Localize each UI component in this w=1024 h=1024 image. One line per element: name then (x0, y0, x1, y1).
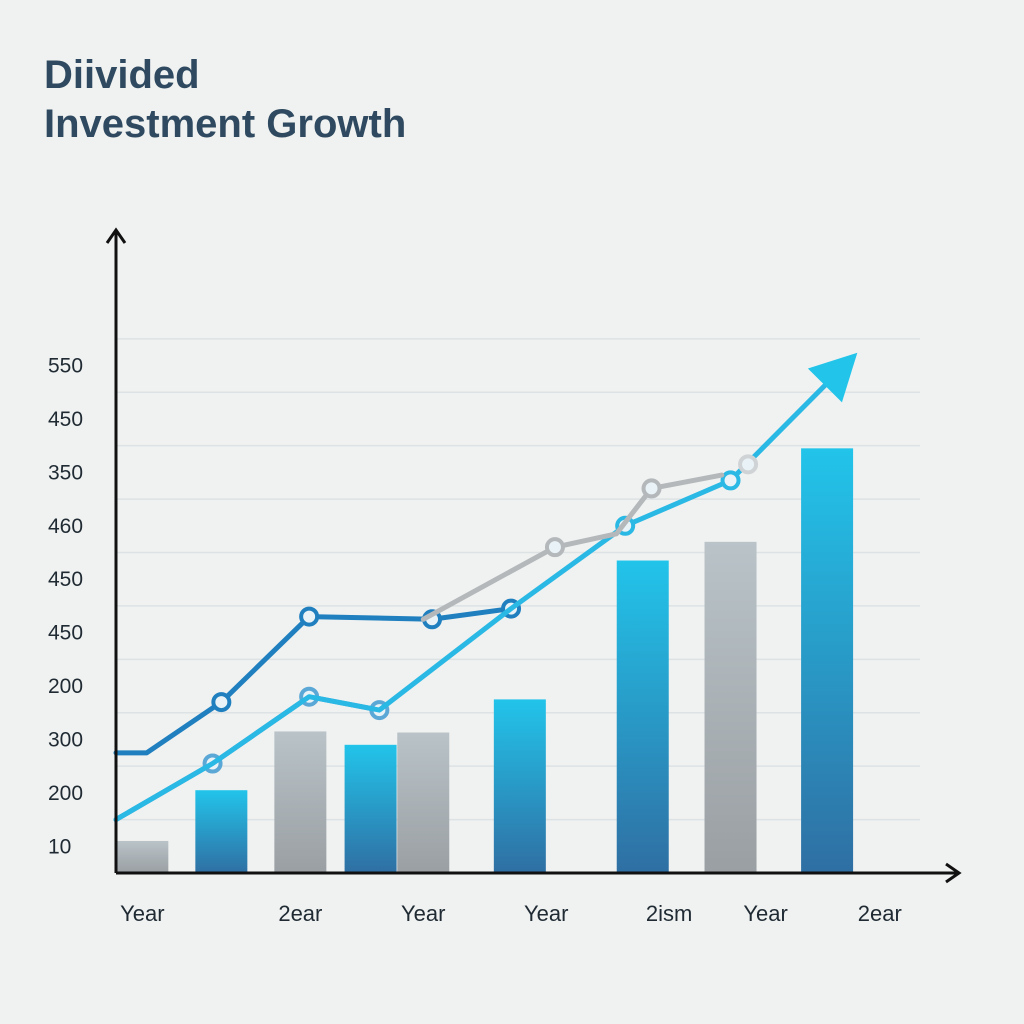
bar (397, 732, 450, 873)
title-line-1: Diivided (44, 53, 200, 97)
bar (274, 731, 327, 873)
x-tick-label: 2ear (278, 901, 322, 926)
trend-arrowhead (807, 352, 858, 403)
y-tick-label: 450 (48, 408, 83, 431)
x-tick-labels: Year 2ear Year Year 2ism Year 2ear (120, 901, 902, 926)
series-line (113, 694, 382, 823)
x-tick-label: 2ism (646, 901, 692, 926)
y-tick-label: 200 (48, 782, 83, 805)
y-axis-arrow (105, 227, 127, 244)
bars (117, 448, 854, 873)
data-point (544, 537, 565, 558)
x-tick-label: Year (743, 901, 787, 926)
y-tick-label: 450 (48, 568, 83, 591)
y-tick-label: 460 (48, 515, 83, 538)
y-tick-label: 300 (48, 728, 83, 751)
data-point (299, 606, 320, 627)
y-tick-label: 350 (48, 461, 83, 484)
data-point (211, 692, 232, 713)
y-tick-label: 200 (48, 675, 83, 698)
bar (616, 560, 669, 873)
data-point (738, 454, 759, 475)
y-tick-label: 550 (48, 355, 83, 378)
x-tick-label: Year (120, 901, 164, 926)
series-line (420, 472, 725, 622)
title-line-2: Investment Growth (44, 102, 406, 146)
x-tick-label: 2ear (858, 901, 902, 926)
series-line (113, 363, 848, 823)
y-tick-label: 10 (48, 835, 71, 858)
bar (493, 699, 546, 873)
bar (344, 744, 397, 873)
axes (105, 227, 962, 884)
x-tick-label: Year (401, 901, 445, 926)
x-axis-arrow (945, 862, 962, 884)
data-point (641, 478, 662, 499)
y-tick-labels: 10 200 300 200 450 450 460 350 450 550 (48, 355, 83, 859)
lines (113, 352, 858, 823)
series-line (113, 606, 514, 756)
chart-title: Diivided Investment Growth (44, 53, 406, 146)
bar (801, 448, 854, 873)
bar (117, 840, 169, 873)
bar (704, 541, 757, 873)
bar (195, 790, 248, 873)
y-tick-label: 450 (48, 622, 83, 645)
data-point (720, 470, 741, 491)
x-tick-label: Year (524, 901, 568, 926)
